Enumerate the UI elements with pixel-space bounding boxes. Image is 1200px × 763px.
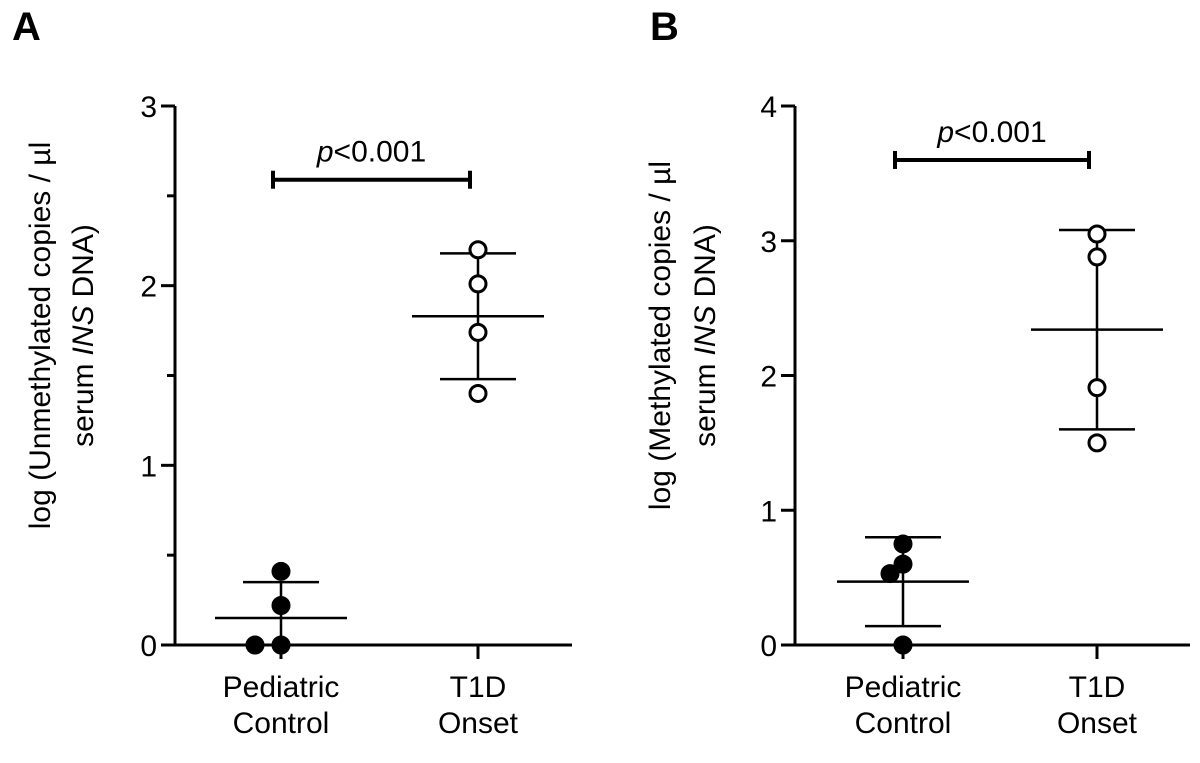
y-tick-label: 1 [760,495,777,528]
y-axis-label-part: INS [689,305,722,355]
x-tick-label: T1D Onset [1057,671,1138,740]
data-point [893,554,913,574]
data-point [893,635,913,655]
data-point [271,561,291,581]
y-tick-label: 2 [760,361,777,394]
significance-label: p<0.001 [316,136,426,169]
x-tick-label: Pediatric Control [223,671,340,740]
y-tick-label: 2 [140,271,157,304]
data-point [1087,224,1107,244]
x-tick-label: T1D Onset [438,671,519,740]
y-tick-label: 0 [760,630,777,663]
y-axis-label: serum INS DNA) [689,224,722,447]
y-tick-label: 3 [140,91,157,124]
y-axis-label: log (Methylated copies / µl [644,161,677,510]
data-point [468,240,488,260]
x-tick-label-line: T1D [1069,671,1126,704]
significance-value: <0.001 [954,116,1047,149]
significance-value: <0.001 [334,136,427,169]
y-axis-label: serum INS DNA) [67,224,100,447]
x-tick-label: Pediatric Control [845,671,962,740]
x-tick-label-line: Onset [1057,707,1138,740]
x-tick-label-line: Pediatric [845,671,962,704]
plot-area [215,252,544,645]
data-point [271,635,291,655]
y-tick-label: 1 [140,450,157,483]
y-axis-label-part: serum [689,364,722,447]
data-point [1087,433,1107,453]
x-tick-label-line: Control [855,707,952,740]
data-point [880,564,900,584]
data-point [271,595,291,615]
data-point [1087,247,1107,267]
x-tick-label-line: Onset [438,707,519,740]
y-axis-label: log (Unmethylated copies / µl [24,142,57,529]
y-axis-label-part: DNA) [67,224,100,297]
x-tick-label-line: Control [233,707,330,740]
data-point [245,635,265,655]
significance-label: p<0.001 [936,116,1046,149]
significance-p: p [316,136,334,169]
data-point [468,274,488,294]
data-point [893,534,913,554]
panel-label: A [12,5,41,49]
y-tick-label: 0 [140,630,157,663]
y-tick-label: 3 [760,226,777,259]
y-axis-label-part: DNA) [689,224,722,297]
x-tick-label-line: T1D [450,671,507,704]
y-tick-label: 4 [760,91,777,124]
data-point [468,383,488,403]
y-axis-label-part: INS [67,305,100,355]
panel-label: B [650,5,679,49]
data-point [1087,378,1107,398]
y-axis-label-part: serum [67,364,100,447]
x-tick-label-line: Pediatric [223,671,340,704]
significance-p: p [936,116,954,149]
data-point [468,322,488,342]
